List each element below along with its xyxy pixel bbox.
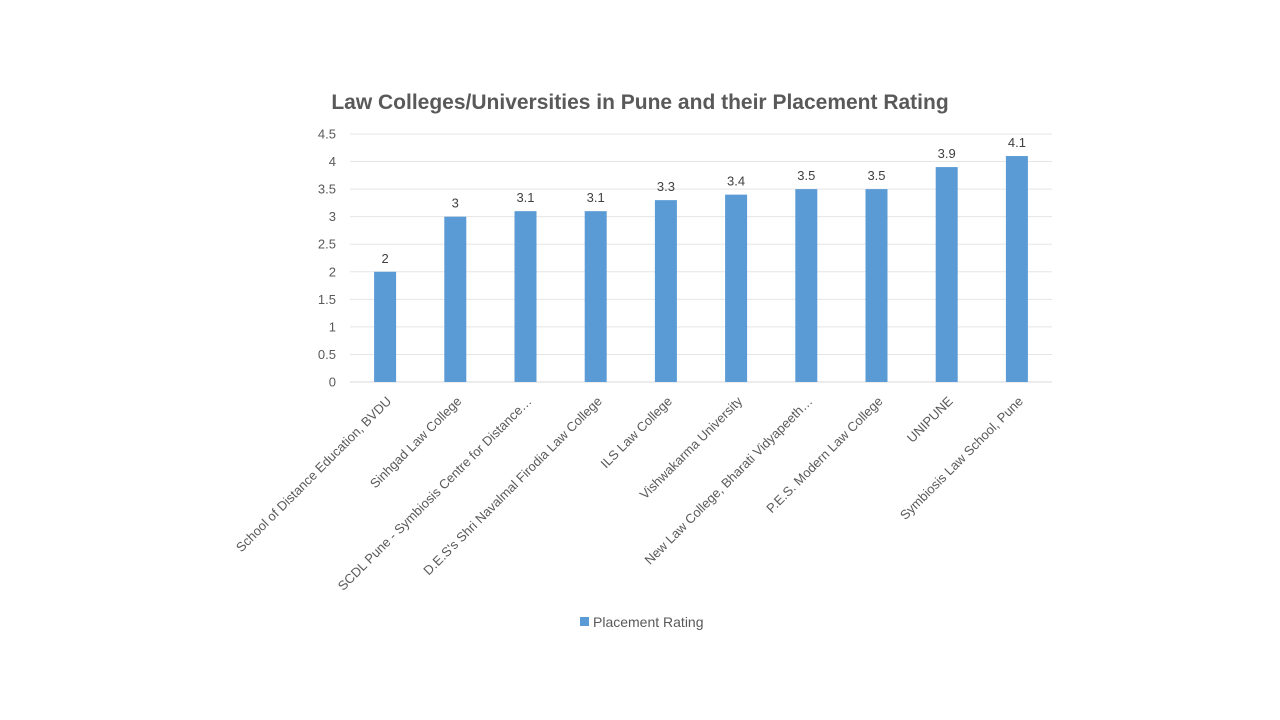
x-category-label: UNIPUNE [904,393,956,445]
x-category-label: ILS Law College [597,394,675,472]
y-tick-label: 0.5 [318,347,336,362]
data-label: 4.1 [1008,135,1026,150]
x-category-label: P.E.S. Modern Law College [763,394,885,516]
y-tick-label: 2 [329,264,336,279]
data-label: 3.9 [938,146,956,161]
y-tick-label: 3.5 [318,182,336,197]
data-label: 2 [381,251,388,266]
x-axis-categories: School of Distance Education, BVDUSinhga… [233,393,1026,593]
chart-title: Law Colleges/Universities in Pune and th… [331,91,948,114]
bar [935,167,958,382]
x-category-label: School of Distance Education, BVDU [233,394,394,555]
bar [374,271,397,382]
y-tick-label: 2.5 [318,237,336,252]
legend-swatch [580,617,589,626]
bar [514,211,537,382]
bar [1005,156,1028,382]
bar [725,194,748,382]
legend-label: Placement Rating [593,614,704,630]
bar [654,200,677,382]
gridlines [350,133,1052,383]
y-tick-label: 4.5 [318,127,336,142]
bar [865,189,888,382]
data-label: 3 [452,196,459,211]
bar [584,211,607,382]
x-category-label: Symbiosis Law School, Pune [897,394,1026,523]
y-tick-label: 3 [329,209,336,224]
data-labels: 2 3 3.1 3.1 3.3 3.4 3.5 3.5 3.9 4.1 [381,135,1025,266]
data-label: 3.1 [516,190,534,205]
y-axis-ticks: 0 0.5 1 1.5 2 2.5 3 3.5 4 4.5 [318,127,336,390]
bar [444,216,467,382]
y-tick-label: 1.5 [318,292,336,307]
data-label: 3.5 [867,168,885,183]
bar [795,189,818,382]
y-tick-label: 1 [329,319,336,334]
data-label: 3.5 [797,168,815,183]
data-label: 3.3 [657,179,675,194]
legend: Placement Rating [580,614,704,630]
bar-series [374,156,1028,382]
data-label: 3.4 [727,174,745,189]
data-label: 3.1 [587,190,605,205]
y-tick-label: 4 [329,154,336,169]
y-tick-label: 0 [329,375,336,390]
